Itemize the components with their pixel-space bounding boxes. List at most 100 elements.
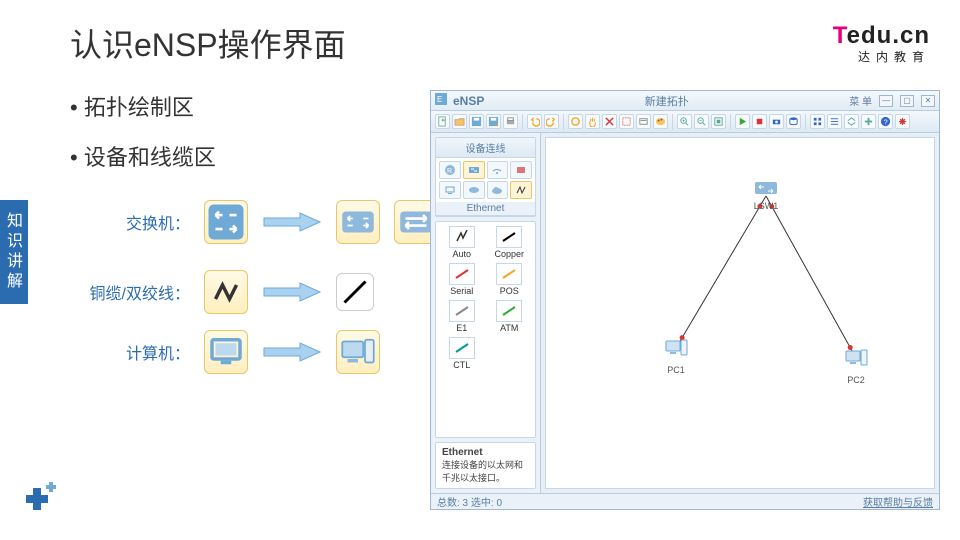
logo-subtitle: 达内教育 xyxy=(833,48,930,65)
eth-section-title: Ethernet xyxy=(436,202,535,216)
cable-type-label: E1 xyxy=(456,323,467,333)
cable-line-icon xyxy=(449,226,475,248)
map-row-switch: 交换机： xyxy=(80,200,438,244)
status-help-link[interactable]: 获取帮助与反馈 xyxy=(863,494,933,509)
cable-line-icon xyxy=(496,300,522,322)
cat-cloud-icon[interactable] xyxy=(487,181,509,199)
logo-text: Tedu.cn xyxy=(833,22,930,50)
open-file-button[interactable] xyxy=(452,114,467,129)
ensp-toolbar: ? xyxy=(431,111,939,133)
help-button[interactable]: ? xyxy=(878,114,893,129)
node-label: LSW1 xyxy=(753,201,779,211)
text-tool-button[interactable] xyxy=(636,114,651,129)
plus-decor-icon xyxy=(18,481,60,522)
start-button[interactable] xyxy=(735,114,750,129)
new-file-button[interactable] xyxy=(435,114,450,129)
cat-wlan-icon[interactable] xyxy=(487,161,509,179)
cable-type-serial[interactable]: Serial xyxy=(440,263,484,296)
cable-line-icon xyxy=(496,226,522,248)
arrow-icon xyxy=(262,341,322,363)
palette-button[interactable] xyxy=(653,114,668,129)
desc-title: Ethernet xyxy=(442,447,483,458)
bullet-item: 拓扑绘制区 xyxy=(70,90,216,122)
cat-firewall-icon[interactable] xyxy=(510,161,532,179)
topology-links xyxy=(546,138,934,488)
zoom-reset-button[interactable] xyxy=(711,114,726,129)
zoom-out-button[interactable] xyxy=(694,114,709,129)
undo-button[interactable] xyxy=(527,114,542,129)
cat-other-icon[interactable] xyxy=(463,181,485,199)
switch-device-icon xyxy=(336,200,380,244)
cat-cable-icon[interactable] xyxy=(510,181,532,199)
topo-node-lsw1[interactable]: LSW1 xyxy=(753,178,779,211)
delete-button[interactable] xyxy=(602,114,617,129)
zoom-fit-button[interactable] xyxy=(568,114,583,129)
print-button[interactable] xyxy=(503,114,518,129)
logo-t: T xyxy=(833,22,847,49)
switch-label: 交换机： xyxy=(80,210,190,234)
cat-switch-icon[interactable] xyxy=(463,161,485,179)
status-count: 总数: 3 选中: 0 xyxy=(437,494,502,509)
switch-cat-icon xyxy=(204,200,248,244)
zoom-in-button[interactable] xyxy=(677,114,692,129)
copper-line-icon xyxy=(336,273,374,311)
node-label: PC2 xyxy=(843,375,869,385)
maximize-button[interactable]: ▢ xyxy=(900,95,914,107)
cable-type-pos[interactable]: POS xyxy=(488,263,532,296)
ensp-app-title: eNSP xyxy=(453,94,484,108)
logo-rest: edu.cn xyxy=(847,22,930,49)
redo-button[interactable] xyxy=(544,114,559,129)
svg-text:R: R xyxy=(447,168,452,175)
cat-router-icon[interactable]: R xyxy=(439,161,461,179)
data-button[interactable] xyxy=(786,114,801,129)
grid-button[interactable] xyxy=(810,114,825,129)
map-row-cable: 铜缆/双绞线： xyxy=(80,270,374,314)
pc-cat-icon xyxy=(204,330,248,374)
cable-line-icon xyxy=(449,337,475,359)
cable-type-label: ATM xyxy=(500,323,518,333)
hand-tool-button[interactable] xyxy=(585,114,600,129)
svg-text:?: ? xyxy=(884,117,888,126)
cable-type-ctl[interactable]: CTL xyxy=(440,337,484,370)
cable-types-panel: Auto Copper Serial POS E1 ATM CTL xyxy=(435,221,536,438)
page-title: 认识eNSP操作界面 xyxy=(70,20,346,66)
save-button[interactable] xyxy=(469,114,484,129)
cable-type-e1[interactable]: E1 xyxy=(440,300,484,333)
cable-type-copper[interactable]: Copper xyxy=(488,226,532,259)
expand-button[interactable] xyxy=(844,114,859,129)
list-button[interactable] xyxy=(827,114,842,129)
cable-type-auto[interactable]: Auto xyxy=(440,226,484,259)
cable-type-label: POS xyxy=(500,286,519,296)
topology-canvas[interactable]: LSW1 PC1 PC2 xyxy=(545,137,935,489)
topo-node-pc2[interactable]: PC2 xyxy=(843,348,869,385)
cable-type-atm[interactable]: ATM xyxy=(488,300,532,333)
ensp-titlebar: E eNSP 新建拓扑 菜 单 — ▢ ✕ xyxy=(431,91,939,111)
ensp-window: E eNSP 新建拓扑 菜 单 — ▢ ✕ xyxy=(430,90,940,510)
add-button[interactable] xyxy=(861,114,876,129)
capture-button[interactable] xyxy=(769,114,784,129)
stop-button[interactable] xyxy=(752,114,767,129)
bullet-item: 设备和线缆区 xyxy=(70,140,216,172)
status-bar: 总数: 3 选中: 0 获取帮助与反馈 xyxy=(431,493,939,509)
save-as-button[interactable] xyxy=(486,114,501,129)
device-palette: 设备连线 R Ethernet Auto Copper Serial POS E1 ATM… xyxy=(431,133,541,493)
category-panel-title: 设备连线 xyxy=(436,138,535,158)
bullet-list: 拓扑绘制区 设备和线缆区 xyxy=(70,90,216,190)
cat-pc-icon[interactable] xyxy=(439,181,461,199)
ensp-menu-button[interactable]: 菜 单 xyxy=(849,93,872,108)
select-button[interactable] xyxy=(619,114,634,129)
topo-node-pc1[interactable]: PC1 xyxy=(663,338,689,375)
cable-cat-icon xyxy=(204,270,248,314)
cable-label: 铜缆/双绞线： xyxy=(80,280,190,304)
close-button[interactable]: ✕ xyxy=(921,95,935,107)
node-label: PC1 xyxy=(663,365,689,375)
brand-logo: Tedu.cn 达内教育 xyxy=(833,22,930,65)
pc-device-icon xyxy=(336,330,380,374)
minimize-button[interactable]: — xyxy=(879,95,893,107)
cable-type-label: CTL xyxy=(453,360,470,370)
ensp-body: 设备连线 R Ethernet Auto Copper Serial POS E1 ATM… xyxy=(431,133,939,493)
cable-type-label: Auto xyxy=(452,249,471,259)
cable-type-label: Serial xyxy=(450,286,473,296)
huawei-icon[interactable] xyxy=(895,114,910,129)
cable-type-label: Copper xyxy=(494,249,524,259)
